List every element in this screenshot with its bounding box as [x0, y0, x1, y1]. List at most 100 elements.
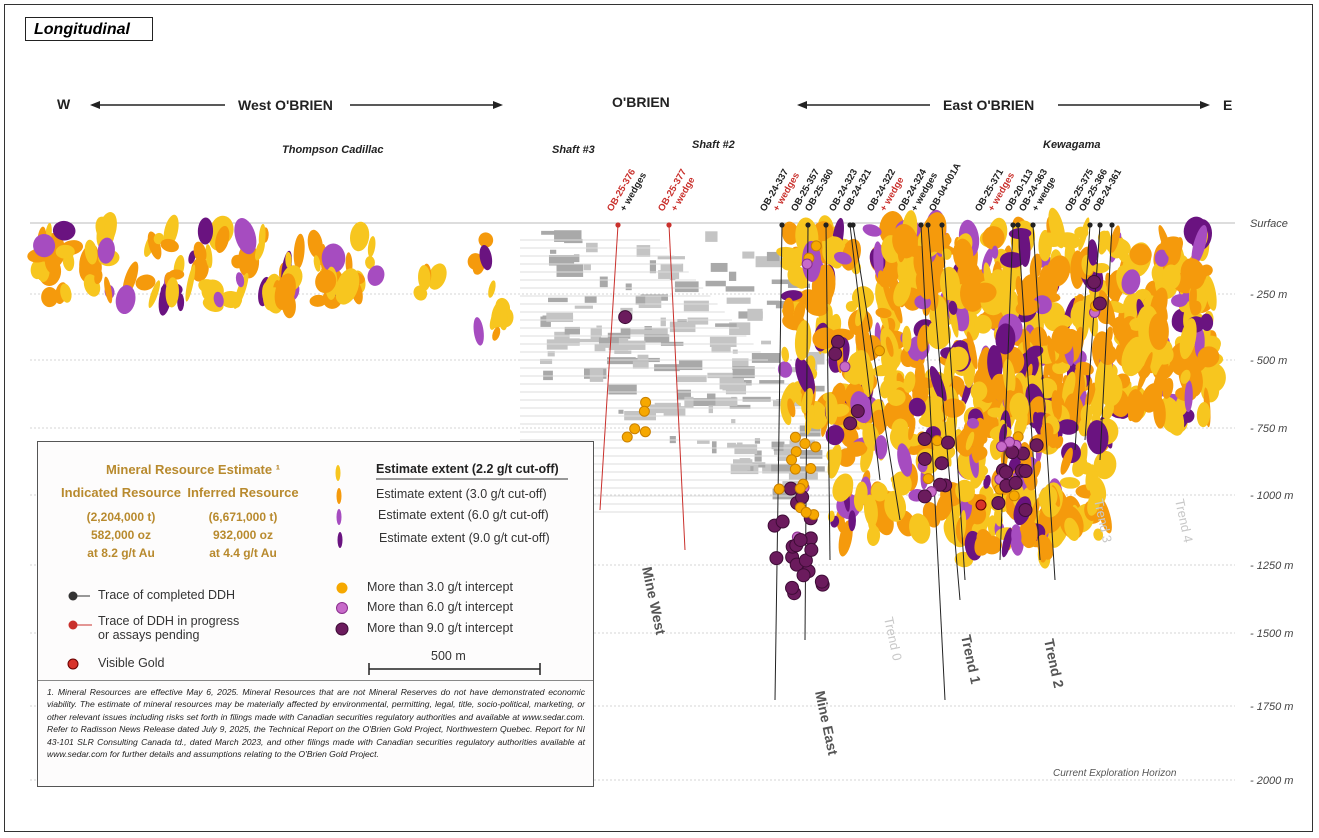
workings-block [598, 337, 619, 345]
workings-block [710, 262, 728, 272]
east-obrien-label: East O'BRIEN [943, 97, 1034, 113]
workings-block [690, 398, 721, 407]
workings-block [707, 372, 735, 379]
trend-0-label: Trend 0 [881, 616, 905, 662]
resource-block [795, 356, 815, 396]
intercept-marker [1029, 438, 1044, 453]
resource-block [313, 255, 321, 272]
resource-block [1064, 517, 1080, 541]
visible-gold-icon [67, 658, 79, 670]
resource-block [866, 525, 881, 547]
workings-block [575, 338, 605, 343]
workings-block [725, 286, 755, 292]
resource-block [834, 251, 852, 265]
resource-block [1098, 371, 1123, 407]
drill-hole-collar [939, 222, 945, 228]
drill-hole-labels: OB-25-376+ wedges OB-25-377+ wedge OB-24-3… [605, 161, 1124, 213]
workings-block [719, 377, 744, 390]
drill-hole-trace [599, 224, 619, 511]
resource-block [191, 257, 209, 282]
resource-block [885, 336, 894, 357]
resource-block [1086, 420, 1109, 455]
workings-block [632, 361, 649, 369]
workings-block [583, 263, 591, 271]
indicated-ounces: 582,000 oz [90, 528, 152, 542]
intercept-marker [638, 405, 650, 417]
workings-block [669, 321, 696, 333]
arrowhead-icon [797, 101, 807, 109]
workings-block [584, 296, 597, 303]
resource-block [812, 327, 837, 350]
workings-block [742, 251, 755, 259]
drill-hole-trace [920, 224, 946, 701]
drill-hole-trace [774, 224, 783, 701]
resource-block [1033, 411, 1043, 435]
resource-block [1058, 232, 1081, 249]
intercept-marker [810, 240, 822, 252]
resource-block [160, 238, 179, 253]
resource-block [205, 244, 213, 269]
resource-block [488, 280, 496, 298]
drill-hole-trace [941, 224, 966, 581]
progress-ddh-label-1: Trace of DDH in progress [98, 614, 240, 628]
depth-label: - 1250 m [1250, 560, 1293, 572]
resource-block [1121, 336, 1148, 377]
drill-hole-collar [666, 222, 672, 228]
extent-3-0-swatch [336, 488, 342, 504]
drill-hole-collar [615, 222, 621, 228]
resource-block [862, 224, 882, 237]
resource-block [1057, 419, 1079, 435]
drill-hole-trace [1099, 224, 1113, 461]
resource-block [955, 479, 975, 503]
intercept-marker [828, 346, 843, 361]
workings-block [608, 384, 637, 395]
resource-block [1180, 369, 1191, 384]
workings-block [548, 254, 575, 266]
resource-block [827, 444, 842, 479]
intercept-marker [810, 441, 822, 453]
resource-block [1190, 300, 1202, 316]
resource-block [1026, 345, 1044, 358]
resource-block [235, 272, 245, 288]
resource-block [321, 243, 346, 273]
extent-2-2-swatch [335, 465, 341, 481]
mre-title: Mineral Resource Estimate ¹ [105, 462, 281, 477]
workings-block [589, 368, 604, 382]
resource-block [1028, 497, 1041, 528]
intercept-marker [850, 404, 865, 419]
resource-block [953, 238, 974, 271]
resource-block [365, 256, 375, 270]
visible-gold-marker [975, 499, 987, 511]
legend-divider [38, 680, 593, 681]
exploration-horizon-label: Current Exploration Horizon [1053, 768, 1177, 779]
drill-hole-collar [1015, 222, 1021, 228]
resource-block [1105, 326, 1113, 345]
depth-labels: Surface - 250 m - 500 m - 750 m - 1000 m - 12… [1250, 218, 1293, 787]
visible-gold-label: Visible Gold [98, 656, 165, 670]
resource-block [367, 265, 385, 286]
workings-block [543, 370, 553, 381]
resource-block [315, 269, 337, 294]
drill-hole-collar [1010, 222, 1016, 228]
resource-block [1160, 404, 1184, 434]
indicated-label: Indicated Resource [61, 485, 181, 500]
intercept-marker [922, 473, 934, 485]
resource-block [976, 434, 988, 445]
resource-block [902, 325, 912, 352]
workings-block [709, 336, 737, 348]
trend-2-label: Trend 2 [1041, 637, 1067, 689]
workings-block [731, 419, 736, 424]
workings-block [547, 351, 555, 357]
intercept-marker [785, 580, 800, 595]
resource-block [473, 317, 484, 346]
intercept-9-label: More than 9.0 g/t intercept [367, 621, 513, 635]
resource-block [1002, 358, 1016, 395]
resource-block [926, 319, 952, 350]
resource-block [845, 300, 858, 312]
intercept-marker [1018, 464, 1033, 479]
workings-block [540, 316, 551, 327]
resource-block [941, 398, 965, 418]
intercept-marker [941, 435, 956, 450]
resource-block [413, 285, 428, 301]
